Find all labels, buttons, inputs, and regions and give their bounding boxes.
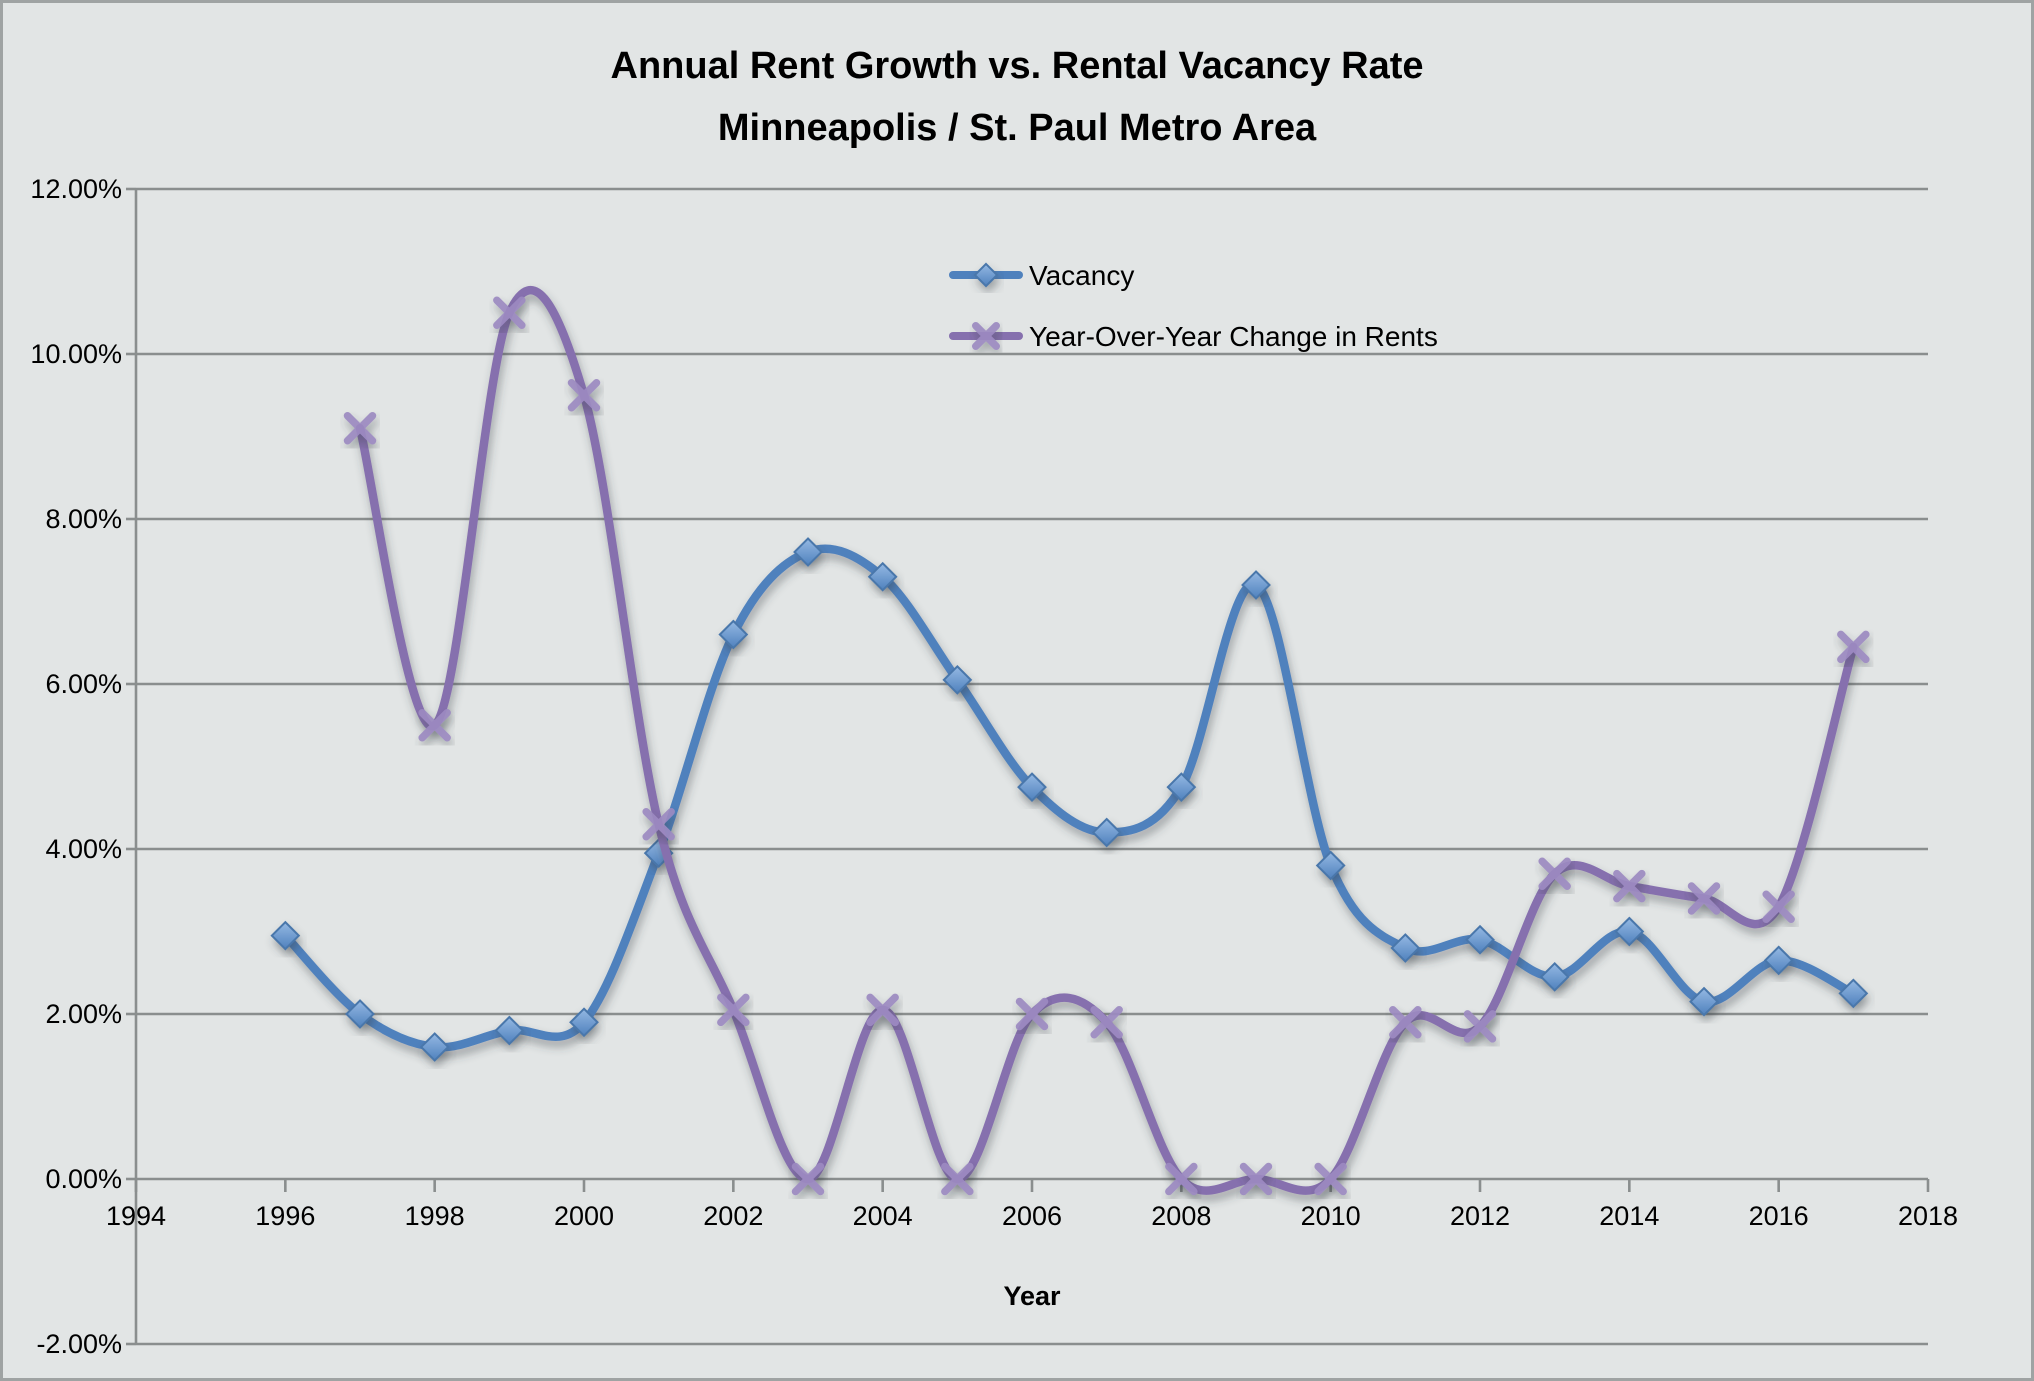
x-marker — [1090, 1006, 1123, 1039]
x-marker — [1762, 890, 1795, 923]
x-tick-label: 1998 — [405, 1201, 465, 1231]
diamond-marker — [1091, 817, 1122, 848]
x-tick-label: 2002 — [703, 1201, 763, 1231]
x-marker — [1015, 997, 1049, 1031]
diamond-marker — [1315, 850, 1346, 881]
x-marker — [1389, 1006, 1422, 1039]
x-marker — [1239, 1162, 1273, 1196]
y-tick-label: 8.00% — [45, 504, 122, 534]
x-tick-label: 2004 — [853, 1201, 913, 1231]
diamond-marker — [1763, 945, 1794, 976]
x-marker — [1314, 1162, 1347, 1196]
x-marker — [1837, 630, 1870, 664]
diamond-marker — [942, 664, 973, 695]
diamond-marker — [718, 619, 749, 650]
diamond-marker — [1465, 924, 1495, 955]
x-marker — [941, 1162, 974, 1196]
x-axis-title: Year — [1003, 1281, 1061, 1311]
diamond-marker — [419, 1032, 450, 1062]
x-marker — [717, 993, 750, 1027]
x-tick-label: 2018 — [1898, 1201, 1958, 1231]
chart-title: Annual Rent Growth vs. Rental Vacancy Ra… — [610, 45, 1424, 87]
y-tick-label: 10.00% — [30, 339, 122, 369]
x-marker — [1687, 882, 1721, 915]
x-tick-label: 2006 — [1002, 1201, 1062, 1231]
legend-label-vacancy: Vacancy — [1029, 260, 1134, 291]
x-marker — [343, 412, 377, 445]
x-tick-label: 2008 — [1151, 1201, 1211, 1231]
diamond-marker — [793, 537, 823, 567]
x-tick-label: 2010 — [1301, 1201, 1361, 1231]
x-tick-label: 1996 — [255, 1201, 315, 1231]
y-tick-label: 4.00% — [45, 834, 122, 864]
diamond-marker — [1241, 570, 1271, 600]
diamond-marker — [494, 1015, 525, 1046]
diamond-marker — [1390, 933, 1421, 963]
legend: Vacancy Year-Over-Year Change in Rents — [949, 260, 1438, 352]
x-marker — [791, 1162, 825, 1196]
rents-legend-marker-icon — [972, 322, 1000, 350]
x-marker — [567, 379, 601, 412]
chart-subtitle: Minneapolis / St. Paul Metro Area — [717, 107, 1317, 149]
diamond-marker — [1017, 772, 1047, 803]
y-tick-label: -2.00% — [36, 1329, 122, 1359]
x-marker — [1538, 857, 1571, 890]
diamond-marker — [867, 561, 898, 592]
y-tick-label: 2.00% — [45, 999, 122, 1029]
x-marker — [493, 296, 526, 329]
diamond-marker — [1838, 978, 1869, 1009]
diamond-marker — [1539, 961, 1570, 992]
series-line-rents — [355, 285, 1858, 1195]
x-marker — [1165, 1162, 1198, 1196]
x-marker — [418, 709, 451, 742]
diamond-marker — [1166, 772, 1197, 803]
x-marker — [866, 993, 899, 1027]
x-marker — [1463, 1010, 1497, 1043]
x-marker — [642, 808, 675, 841]
y-tick-label: 0.00% — [45, 1164, 122, 1194]
diamond-marker — [1614, 916, 1645, 947]
chart-header: Annual Rent Growth vs. Rental Vacancy Ra… — [3, 35, 2031, 159]
diamond-marker — [1689, 986, 1719, 1017]
x-tick-label: 1994 — [106, 1201, 166, 1231]
series-line-vacancy — [281, 544, 1858, 1052]
x-marker — [1613, 869, 1646, 903]
vacancy-legend-marker-icon — [973, 262, 999, 288]
y-tick-label: 6.00% — [45, 669, 122, 699]
diamond-marker — [270, 920, 301, 951]
x-tick-label: 2016 — [1749, 1201, 1809, 1231]
x-tick-label: 2000 — [554, 1201, 614, 1231]
legend-item-rents: Year-Over-Year Change in Rents — [949, 321, 1438, 352]
x-tick-label: 2014 — [1599, 1201, 1659, 1231]
diamond-marker — [569, 1007, 599, 1038]
y-tick-label: 12.00% — [30, 174, 122, 204]
plot-area: 12.00% 10.00% 8.00% 6.00% 4.00% 2.00% 0.00% -2.… — [30, 174, 1958, 1359]
x-tick-label: 2012 — [1450, 1201, 1510, 1231]
legend-label-rents: Year-Over-Year Change in Rents — [1029, 321, 1438, 352]
diamond-marker — [345, 999, 375, 1029]
legend-item-vacancy: Vacancy — [949, 260, 1134, 291]
